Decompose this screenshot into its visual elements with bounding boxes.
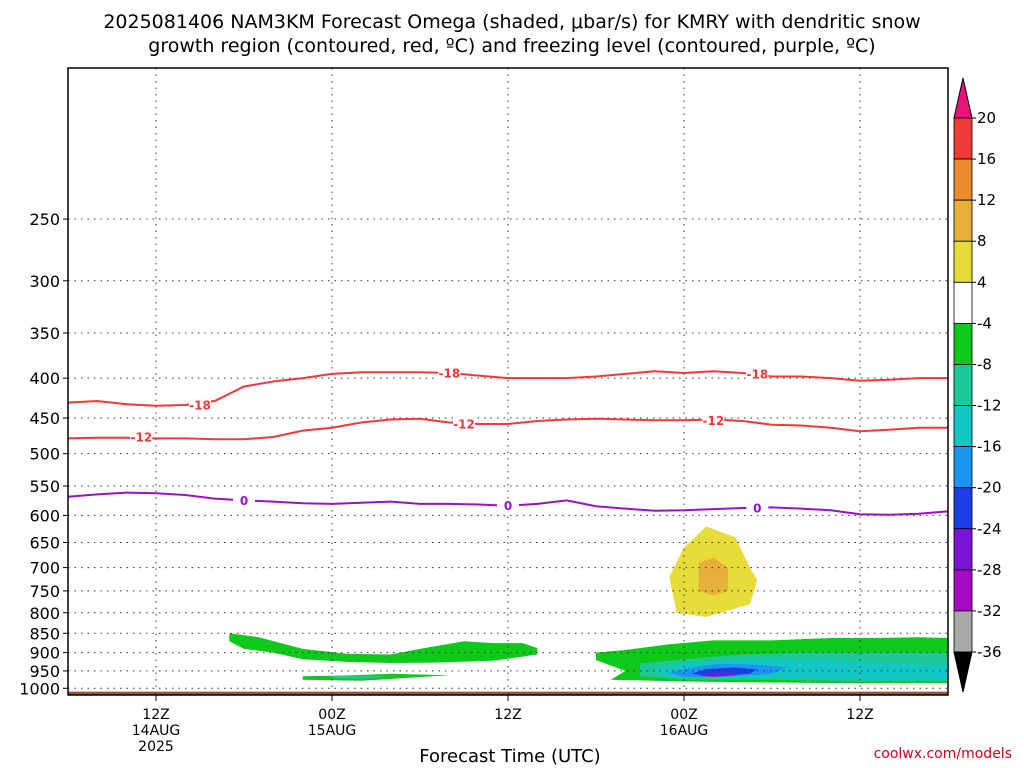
y-tick-label: 350	[29, 324, 60, 343]
y-tick-label: 300	[29, 272, 60, 291]
colorbar-label: 12	[977, 191, 996, 209]
colorbar-segment	[953, 364, 973, 406]
y-tick-label: 1000	[19, 679, 60, 698]
y-tick-label: 450	[29, 409, 60, 428]
x-tick-label: 12Z	[142, 707, 169, 723]
omega-purple-right	[698, 672, 736, 677]
colorbar-label: 8	[977, 232, 987, 250]
contour-label-bg	[746, 366, 769, 381]
contour-label: -12	[453, 417, 475, 431]
colorbar-bottom-arrow	[953, 651, 973, 693]
x-tick-label: 2025	[138, 739, 174, 755]
y-tick-label: 500	[29, 445, 60, 464]
y-tick-label: 250	[29, 210, 60, 229]
contour-label-bg	[497, 498, 519, 513]
contour-label: -18	[438, 367, 460, 381]
colorbar-label: -32	[977, 602, 1002, 620]
colorbar-label: -36	[977, 643, 1002, 661]
contour-label: -18	[189, 398, 211, 412]
colorbar-segment	[953, 528, 973, 571]
omega-teal-lower	[332, 675, 391, 679]
y-axis-ticks: 2503003504004505005506006507007508008509…	[19, 210, 68, 698]
y-tick-label: 700	[29, 559, 60, 578]
colorbar-label: -28	[977, 561, 1002, 579]
contour-label: 0	[240, 494, 248, 508]
colorbar-label: -4	[977, 314, 992, 332]
colorbar-segment	[953, 405, 973, 448]
credit-text: coolwx.com/models	[874, 746, 1012, 762]
colorbar-segment	[953, 281, 973, 324]
contour-line--12	[67, 417, 948, 441]
contour-label: -18	[746, 367, 768, 381]
contour-label-bg	[130, 430, 153, 445]
y-tick-label: 950	[29, 662, 60, 681]
colorbar-label: -8	[977, 355, 992, 373]
contour-label-bg	[189, 397, 211, 412]
x-tick-label: 16AUG	[660, 723, 709, 739]
plot-area: -18 -18 -18 -12 -12 -12 0 0 0	[67, 67, 949, 696]
colorbar-label: -20	[977, 479, 1002, 497]
colorbar-label: 20	[977, 109, 996, 127]
omega-green-left	[229, 633, 538, 663]
colorbar-label: -24	[977, 520, 1002, 538]
y-tick-label: 800	[29, 604, 60, 623]
colorbar-segment	[953, 322, 973, 365]
colorbar-label: 4	[977, 273, 987, 291]
contour-label-bg	[453, 416, 475, 431]
chart-title-line-2: growth region (contoured, red, ºC) and f…	[148, 35, 875, 57]
y-tick-label: 650	[29, 533, 60, 552]
contour-label-bg	[438, 366, 461, 381]
contour-label-bg	[233, 493, 255, 508]
colorbar: 20 16 12 8 4 -4 -8 -12 -16 -20 -24 -28 -32 -36	[953, 77, 1002, 693]
colorbar-segment	[953, 158, 973, 201]
x-axis-label: Forecast Time (UTC)	[419, 746, 600, 767]
contour-label-bg	[702, 413, 725, 428]
x-tick-label: 14AUG	[132, 723, 181, 739]
y-tick-label: 900	[29, 644, 60, 663]
colorbar-label: 16	[977, 150, 996, 168]
colorbar-label: -12	[977, 397, 1002, 415]
colorbar-segment	[953, 487, 973, 530]
y-tick-label: 550	[29, 477, 60, 496]
x-tick-label: 00Z	[318, 707, 345, 723]
contour-label-bg	[746, 500, 769, 515]
colorbar-segment	[953, 569, 973, 612]
y-tick-label: 850	[29, 624, 60, 643]
y-tick-label: 600	[29, 506, 60, 525]
x-tick-label: 15AUG	[308, 723, 357, 739]
colorbar-segment	[953, 446, 973, 489]
contour-line--18	[67, 370, 948, 407]
colorbar-segment	[953, 117, 973, 160]
x-tick-label: 12Z	[846, 707, 873, 723]
contour-label: 0	[504, 499, 512, 513]
x-tick-label: 00Z	[670, 707, 697, 723]
y-tick-label: 400	[29, 369, 60, 388]
colorbar-label: -16	[977, 438, 1002, 456]
contour-label: 0	[753, 501, 761, 515]
contour-label: -12	[702, 414, 724, 428]
y-tick-label: 750	[29, 582, 60, 601]
x-tick-label: 12Z	[494, 707, 521, 723]
colorbar-segment	[953, 240, 973, 283]
colorbar-segment	[953, 610, 973, 653]
colorbar-top-arrow	[953, 77, 973, 119]
colorbar-segment	[953, 199, 973, 242]
contour-label: -12	[130, 431, 152, 445]
chart-title-line-1: 2025081406 NAM3KM Forecast Omega (shaded…	[103, 11, 920, 33]
